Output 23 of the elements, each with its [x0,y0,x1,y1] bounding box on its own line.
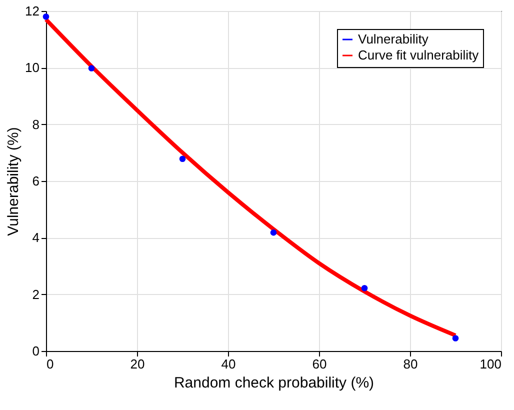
point [179,156,186,162]
point [452,335,459,342]
y-tick-label: 2 [32,286,40,302]
point [88,65,95,72]
x-tick-label: 40 [221,356,236,372]
x-tick-label: 20 [130,356,145,372]
y-tick-label: 12 [25,4,40,18]
y-tick-label: 8 [32,116,40,132]
y-tick-label: 4 [32,230,40,246]
point [361,284,368,292]
x-tick-label: 80 [403,356,418,372]
x-tick-label: 100 [480,356,502,372]
y-tick-label: 10 [25,60,40,76]
x-tick-label: 60 [312,356,327,372]
legend-label: Vulnerability [358,32,429,46]
point [42,14,50,20]
point [270,229,277,236]
y-tick-label: 0 [32,344,40,358]
y-axis-title: Vulnerability (%) [5,127,22,236]
x-axis-title: Random check probability (%) [174,374,374,392]
legend-label: Curve fit vulnerability [358,48,480,62]
x-tick-label: 0 [46,356,54,372]
y-tick-label: 6 [32,174,40,188]
